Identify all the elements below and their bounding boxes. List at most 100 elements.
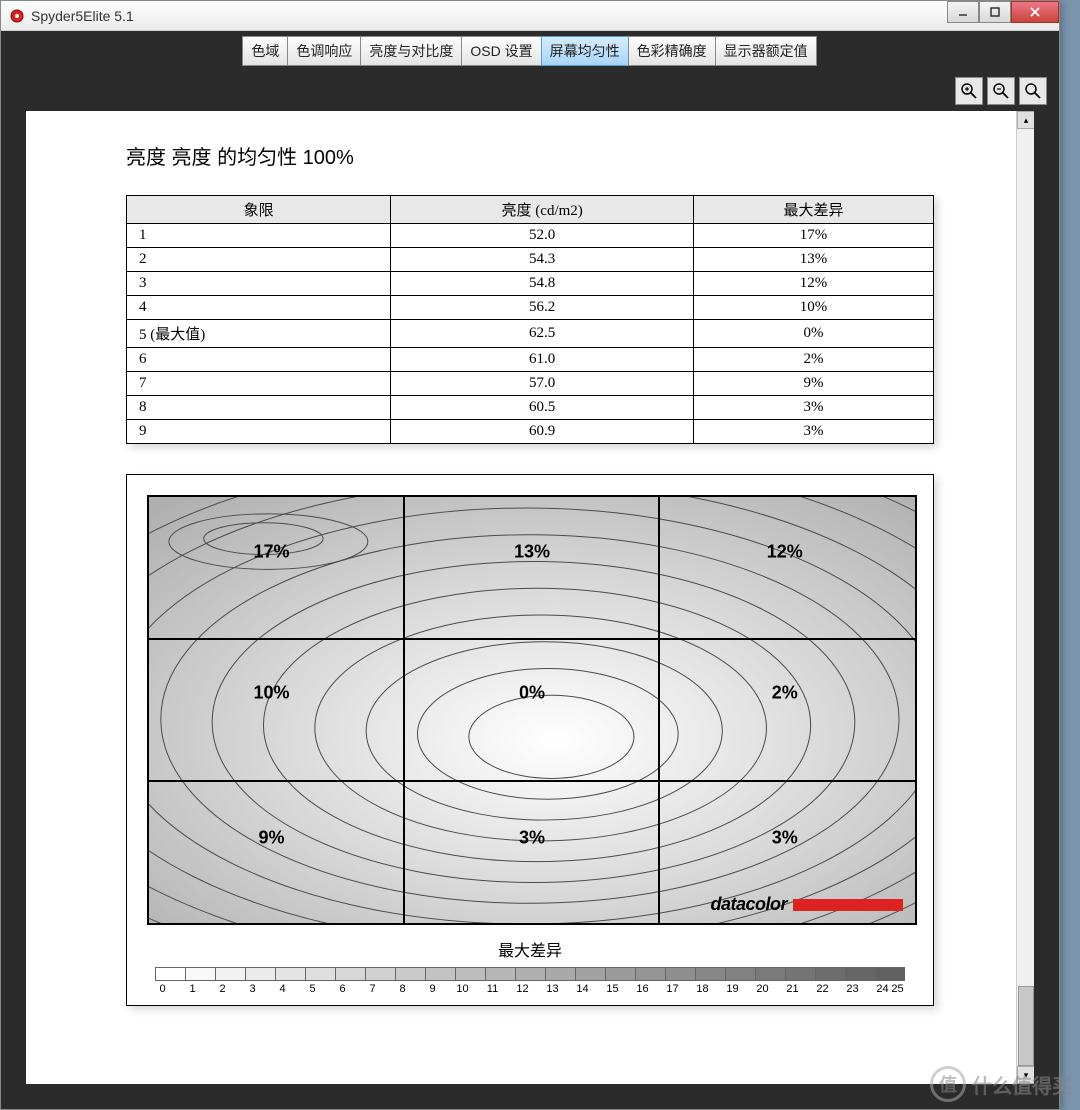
tab-4[interactable]: 屏幕均匀性 <box>541 36 629 66</box>
table-row: 661.02% <box>127 348 934 372</box>
window-controls <box>947 1 1059 23</box>
tab-1[interactable]: 色调响应 <box>287 36 361 66</box>
legend-tick: 10 <box>456 983 468 995</box>
vertical-scrollbar[interactable]: ▴ ▾ <box>1016 111 1034 1084</box>
report-viewport: 亮度 亮度 的均匀性 100% 象限亮度 (cd/m2)最大差异 152.017… <box>26 111 1034 1084</box>
legend-seg: 18 <box>695 967 725 995</box>
table-cell: 56.2 <box>391 296 694 320</box>
legend-tick: 22 <box>816 983 828 995</box>
legend-gradient: 0123456789101112131415161718192021222324… <box>147 967 913 995</box>
table-cell: 3 <box>127 272 391 296</box>
legend-tick: 13 <box>546 983 558 995</box>
legend-seg: 4 <box>275 967 305 995</box>
legend-tick: 0 <box>159 983 165 995</box>
legend-tick: 3 <box>249 983 255 995</box>
zoom-in-button[interactable] <box>955 77 983 105</box>
titlebar: Spyder5Elite 5.1 <box>1 1 1059 31</box>
tab-3[interactable]: OSD 设置 <box>461 36 541 66</box>
table-cell: 54.3 <box>391 248 694 272</box>
app-window: Spyder5Elite 5.1 色域色调响应亮度与对比度OSD 设置屏幕均匀性… <box>0 0 1060 1110</box>
table-cell: 61.0 <box>391 348 694 372</box>
legend-seg: 10 <box>455 967 485 995</box>
contour-grid: datacolor 17%13%12%10%0%2%9%3%3% <box>147 495 917 925</box>
legend-tick: 9 <box>429 983 435 995</box>
legend-tick: 6 <box>339 983 345 995</box>
legend-seg: 3 <box>245 967 275 995</box>
legend-tick: 16 <box>636 983 648 995</box>
legend-seg: 14 <box>575 967 605 995</box>
minimize-button[interactable] <box>947 1 979 23</box>
legend-seg: 8 <box>395 967 425 995</box>
report: 亮度 亮度 的均匀性 100% 象限亮度 (cd/m2)最大差异 152.017… <box>26 111 1034 1026</box>
legend-seg: 21 <box>785 967 815 995</box>
table-header: 亮度 (cd/m2) <box>391 196 694 224</box>
table-cell: 9 <box>127 420 391 444</box>
legend-seg: 12 <box>515 967 545 995</box>
table-cell: 3% <box>694 420 934 444</box>
table-row: 254.313% <box>127 248 934 272</box>
legend-tick: 21 <box>786 983 798 995</box>
tab-0[interactable]: 色域 <box>242 36 288 66</box>
legend-seg: 7 <box>365 967 395 995</box>
scroll-up-arrow[interactable]: ▴ <box>1017 111 1034 129</box>
table-cell: 4 <box>127 296 391 320</box>
legend-seg: 15 <box>605 967 635 995</box>
zoom-out-button[interactable] <box>987 77 1015 105</box>
grid-line <box>658 497 660 923</box>
contour-cell-label: 13% <box>508 540 556 565</box>
legend-seg: 9 <box>425 967 455 995</box>
report-title: 亮度 亮度 的均匀性 100% <box>126 141 934 170</box>
legend-seg: 23 <box>845 967 875 995</box>
watermark: 值 什么值得买 <box>930 1066 1072 1102</box>
legend-seg: 20 <box>755 967 785 995</box>
legend-seg: 17 <box>665 967 695 995</box>
window-title: Spyder5Elite 5.1 <box>31 8 134 24</box>
table-cell: 54.8 <box>391 272 694 296</box>
tab-6[interactable]: 显示器额定值 <box>715 36 817 66</box>
legend-tick: 2 <box>219 983 225 995</box>
legend-seg: 6 <box>335 967 365 995</box>
contour-cell-label: 0% <box>513 680 551 705</box>
tab-5[interactable]: 色彩精确度 <box>628 36 716 66</box>
contour-cell-label: 3% <box>513 825 551 850</box>
table-row: 5 (最大值)62.50% <box>127 320 934 348</box>
close-button[interactable] <box>1011 1 1059 23</box>
grid-line <box>149 780 915 782</box>
zoom-fit-button[interactable] <box>1019 77 1047 105</box>
watermark-badge: 值 <box>930 1066 966 1102</box>
table-header: 最大差异 <box>694 196 934 224</box>
table-row: 757.09% <box>127 372 934 396</box>
table-row: 152.017% <box>127 224 934 248</box>
maximize-button[interactable] <box>979 1 1011 23</box>
table-cell: 6 <box>127 348 391 372</box>
contour-cell-label: 12% <box>761 540 809 565</box>
legend-tick: 8 <box>399 983 405 995</box>
table-row: 354.812% <box>127 272 934 296</box>
table-cell: 9% <box>694 372 934 396</box>
table-row: 456.210% <box>127 296 934 320</box>
tab-2[interactable]: 亮度与对比度 <box>360 36 462 66</box>
watermark-text: 什么值得买 <box>972 1070 1072 1099</box>
legend-tick: 1 <box>189 983 195 995</box>
table-cell: 52.0 <box>391 224 694 248</box>
contour-cell-label: 2% <box>766 680 804 705</box>
table-cell: 17% <box>694 224 934 248</box>
legend-tick: 18 <box>696 983 708 995</box>
scroll-thumb[interactable] <box>1018 986 1034 1066</box>
table-cell: 12% <box>694 272 934 296</box>
legend-tick: 11 <box>487 983 498 995</box>
legend-seg: 5 <box>305 967 335 995</box>
app-body: 色域色调响应亮度与对比度OSD 设置屏幕均匀性色彩精确度显示器额定值 亮度 亮度… <box>1 31 1059 1109</box>
grid-line <box>403 497 405 923</box>
zoom-toolbar <box>1 71 1059 111</box>
brand-text: datacolor <box>710 894 787 915</box>
brand-bar <box>793 899 903 911</box>
table-row: 860.53% <box>127 396 934 420</box>
contour-cell-label: 17% <box>248 540 296 565</box>
legend-tick: 4 <box>279 983 285 995</box>
table-cell: 5 (最大值) <box>127 320 391 348</box>
grid-line <box>149 638 915 640</box>
table-cell: 1 <box>127 224 391 248</box>
table-cell: 2% <box>694 348 934 372</box>
legend-tick: 24 <box>876 983 888 995</box>
